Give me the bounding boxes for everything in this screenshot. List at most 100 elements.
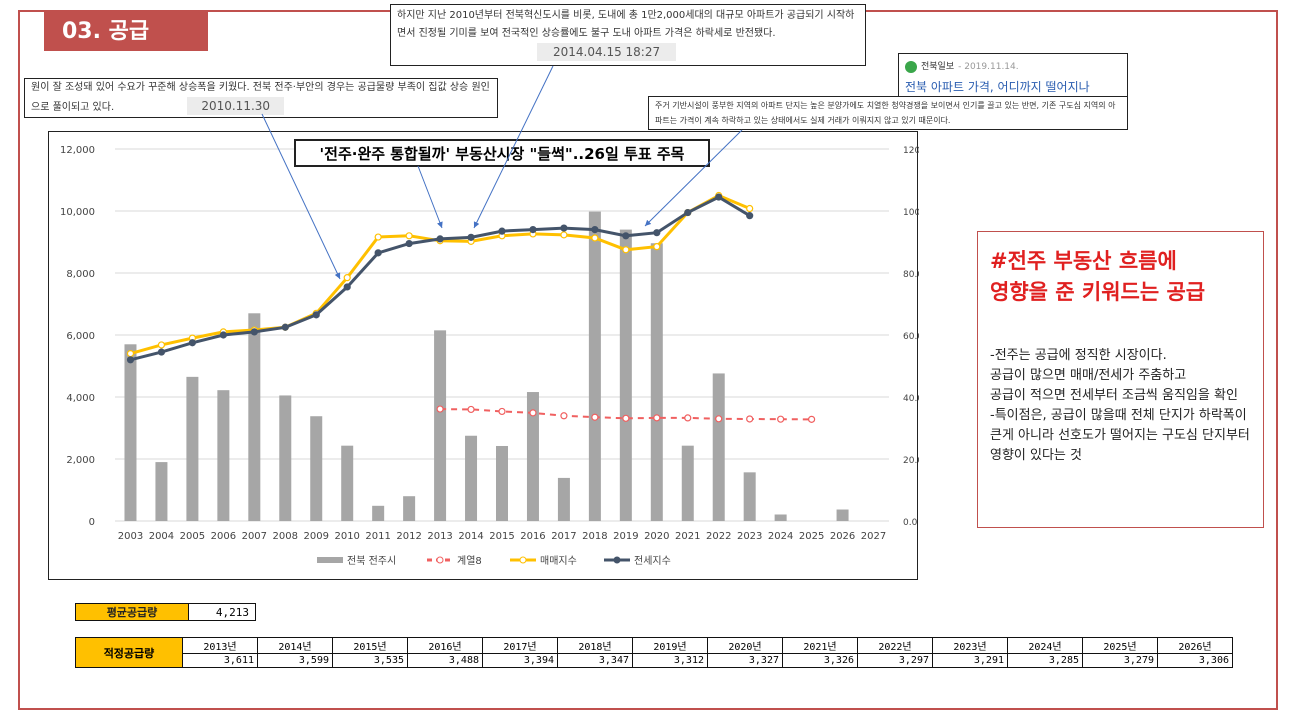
- legend-swatch: [317, 557, 343, 563]
- trend-series-point: [777, 415, 785, 423]
- trend-series-point: [807, 415, 816, 423]
- proper-supply-year: 2014년: [257, 637, 333, 654]
- trend-series-point: [684, 414, 692, 422]
- legend-label: 계열8: [457, 555, 482, 567]
- x-tick-label: 2015: [489, 531, 514, 542]
- summary-title: #전주 부동산 흐름에 영향을 준 키워드는 공급: [990, 246, 1251, 308]
- x-tick-label: 2003: [118, 531, 143, 542]
- bar: [526, 392, 539, 521]
- chart-container: 0 2,000 4,000 6,000 8,000 10,000 12,000 0.0 20.0…: [48, 131, 919, 580]
- bar: [186, 376, 199, 521]
- avg-supply-value: 4,213: [188, 603, 256, 621]
- callout-right: 주거 기반시설이 풍부한 지역의 아파트 단지는 높은 분양가에도 치열한 청약…: [648, 96, 1128, 130]
- bar: [650, 243, 663, 521]
- rent-index-point: [684, 208, 692, 217]
- trend-series-point: [436, 405, 444, 413]
- proper-supply-label: 적정공급량: [75, 637, 183, 668]
- y-tick-right: 40.0: [903, 394, 919, 404]
- bar: [372, 505, 385, 521]
- news-date: - 2019.11.14.: [958, 62, 1019, 72]
- bar: [403, 496, 416, 521]
- bar: [248, 313, 261, 521]
- proper-supply-value: 3,394: [482, 653, 558, 668]
- proper-supply-year: 2013년: [182, 637, 258, 654]
- rent-index-point: [467, 233, 475, 241]
- sale-index-point: [374, 233, 382, 241]
- x-tick-label: 2026: [830, 531, 855, 542]
- sale-index-point: [157, 341, 166, 349]
- sale-index-point: [126, 350, 135, 358]
- proper-supply-year: 2025년: [1082, 637, 1158, 654]
- rent-index-point: [157, 348, 166, 356]
- x-tick-label: 2014: [458, 531, 483, 542]
- proper-supply-table: 적정공급량 2013년 2014년 2015년 2016년 2017년 2018년 2019…: [75, 637, 1233, 668]
- legend-marker: [613, 556, 621, 564]
- proper-supply-value: 3,327: [707, 653, 783, 668]
- proper-supply-year: 2015년: [332, 637, 408, 654]
- rent-index-point: [374, 249, 382, 257]
- bar: [310, 416, 323, 521]
- y-tick-left: 2,000: [66, 455, 95, 466]
- y-tick-left: 8,000: [66, 269, 95, 280]
- rent-index-point: [560, 224, 568, 232]
- proper-supply-value: 3,488: [407, 653, 483, 668]
- bar: [124, 344, 137, 521]
- rent-index-point: [529, 225, 537, 234]
- news-title-link[interactable]: 전북 아파트 가격, 어디까지 떨어지나: [905, 80, 1090, 94]
- y-tick-right: 100.0: [903, 208, 919, 218]
- trend-series-point: [715, 415, 723, 423]
- y-tick-left: 4,000: [66, 393, 95, 404]
- proper-supply-value: 3,535: [332, 653, 408, 668]
- x-tick-label: 2027: [861, 531, 886, 542]
- proper-supply-year: 2024년: [1007, 637, 1083, 654]
- sale-index-point: [343, 274, 351, 282]
- bar: [279, 395, 292, 521]
- bar: [681, 445, 694, 521]
- x-tick-label: 2025: [799, 531, 824, 542]
- x-tick-label: 2004: [149, 531, 174, 542]
- rent-index-point: [498, 227, 506, 235]
- y-tick-right: 80.0: [903, 270, 919, 280]
- rent-index-point: [591, 225, 599, 234]
- summary-body: -전주는 공급에 정직한 시장이다. 공급이 많으면 매매/전세가 주춤하고 공…: [990, 348, 1250, 463]
- proper-supply-year: 2017년: [482, 637, 558, 654]
- proper-supply-year: 2019년: [632, 637, 708, 654]
- trend-series-point: [529, 409, 537, 417]
- sale-index-point: [746, 204, 754, 213]
- x-tick-label: 2008: [273, 531, 298, 542]
- x-tick-label: 2005: [180, 531, 205, 542]
- callout-top-date: 2014.04.15 18:27: [537, 43, 677, 61]
- y-tick-right: 120.0: [903, 146, 919, 156]
- rent-index-point: [281, 323, 289, 331]
- x-tick-label: 2011: [365, 531, 390, 542]
- legend-marker: [519, 556, 527, 564]
- proper-supply-year: 2021년: [782, 637, 858, 654]
- trend-series-point: [653, 414, 661, 422]
- trend-series-point: [746, 415, 754, 423]
- bar: [217, 390, 230, 521]
- x-tick-label: 2012: [396, 531, 421, 542]
- proper-supply-year: 2022년: [857, 637, 933, 654]
- rent-index-point: [653, 229, 661, 237]
- bar: [774, 514, 787, 521]
- sale-index-point: [560, 231, 568, 239]
- bar: [341, 445, 354, 521]
- sale-index-point: [591, 234, 599, 242]
- rent-index-point: [746, 212, 754, 220]
- proper-supply-value: 3,611: [182, 653, 258, 668]
- bar: [434, 330, 447, 521]
- sale-index-point: [653, 243, 661, 251]
- proper-supply-value: 3,297: [857, 653, 933, 668]
- bar: [588, 211, 601, 521]
- rent-index-point: [219, 331, 227, 339]
- y-tick-left: 6,000: [66, 331, 95, 342]
- x-tick-label: 2024: [768, 531, 793, 542]
- avg-supply-table: 평균공급량 4,213: [75, 603, 256, 621]
- bar: [155, 462, 168, 521]
- combo-chart: 0 2,000 4,000 6,000 8,000 10,000 12,000 0.0 20.0…: [60, 145, 919, 567]
- x-tick-label: 2010: [334, 531, 359, 542]
- avg-supply-label: 평균공급량: [75, 603, 189, 621]
- proper-supply-value: 3,279: [1082, 653, 1158, 668]
- rent-index-point: [405, 239, 413, 248]
- proper-supply-year: 2016년: [407, 637, 483, 654]
